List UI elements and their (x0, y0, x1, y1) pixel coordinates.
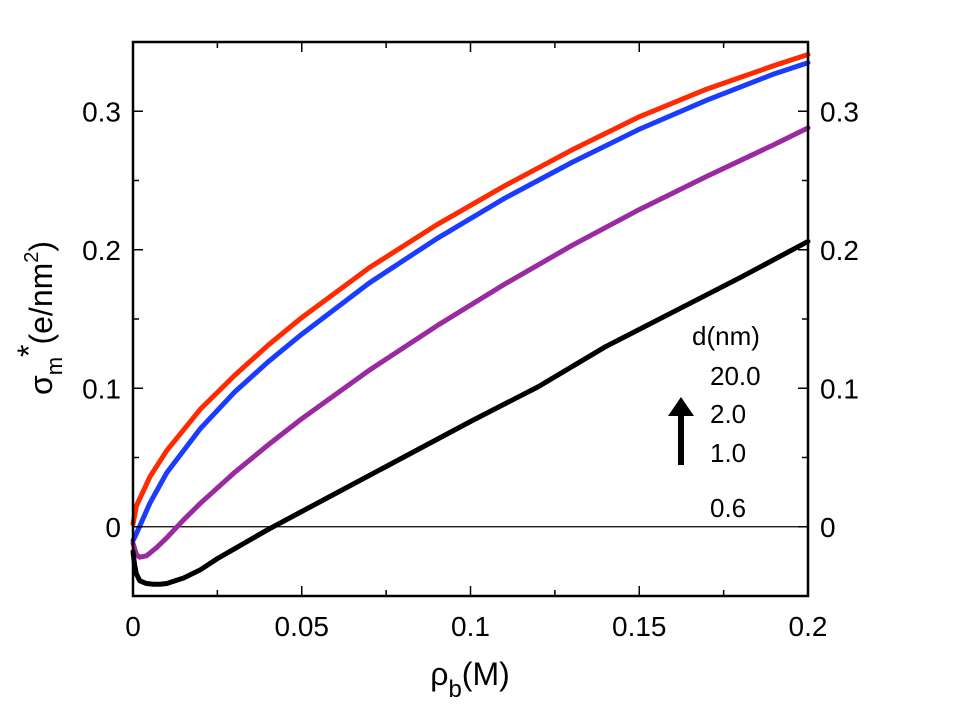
legend-entry-0-6: 0.6 (710, 493, 746, 523)
x-tick-label: 0.15 (612, 611, 667, 642)
y-tick-label-left: 0 (105, 512, 121, 543)
legend-entry-20: 20.0 (710, 361, 761, 391)
series-line-d-0-6 (130, 238, 811, 587)
y-axis-label-sub: m (42, 357, 67, 375)
y-tick-label-left: 0.3 (82, 96, 121, 127)
y-axis-label-unit-sup: 2 (21, 252, 43, 263)
legend: d(nm) 20.0 2.0 1.0 0.6 (668, 321, 761, 523)
legend-entry-1: 1.0 (710, 438, 746, 468)
y-axis-label-star: * (11, 345, 47, 357)
y-tick-label-left: 0.2 (82, 235, 121, 266)
x-tick-label: 0.05 (275, 611, 330, 642)
x-axis-label-unit: (M) (462, 656, 510, 692)
x-axis-label: ρb(M) (430, 656, 510, 703)
series-line-d-20-0 (130, 51, 811, 527)
y-axis-label-base: σ (23, 375, 59, 395)
legend-entry-2: 2.0 (710, 399, 746, 429)
y-tick-label-right: 0.2 (820, 235, 859, 266)
series-layer (130, 51, 811, 587)
y-axis-label: σm*(e/nm2) (11, 241, 67, 395)
y-tick-label-right: 0.3 (820, 96, 859, 127)
y-axis-label-unit-open: (e/nm (23, 263, 59, 345)
x-axis-label-sub: b (448, 676, 461, 703)
x-tick-label: 0.2 (789, 611, 828, 642)
tick-layer: 0 0.05 0.1 0.15 0.2 0 0 0.1 0.1 0.2 0.2 0.3 0.3 (82, 41, 859, 642)
series-line-d-1-0 (130, 125, 811, 560)
legend-title: d(nm) (692, 321, 760, 351)
y-axis-label-unit-close: ) (23, 241, 59, 252)
x-tick-label: 0.1 (451, 611, 490, 642)
x-axis-label-base: ρ (430, 656, 448, 692)
x-tick-label: 0 (125, 611, 141, 642)
y-tick-label-left: 0.1 (82, 373, 121, 404)
plot-frame (131, 40, 810, 598)
y-tick-label-right: 0 (820, 512, 836, 543)
y-tick-label-right: 0.1 (820, 373, 859, 404)
legend-up-arrow-icon (668, 397, 694, 465)
series-line-d-2-0 (130, 60, 811, 544)
